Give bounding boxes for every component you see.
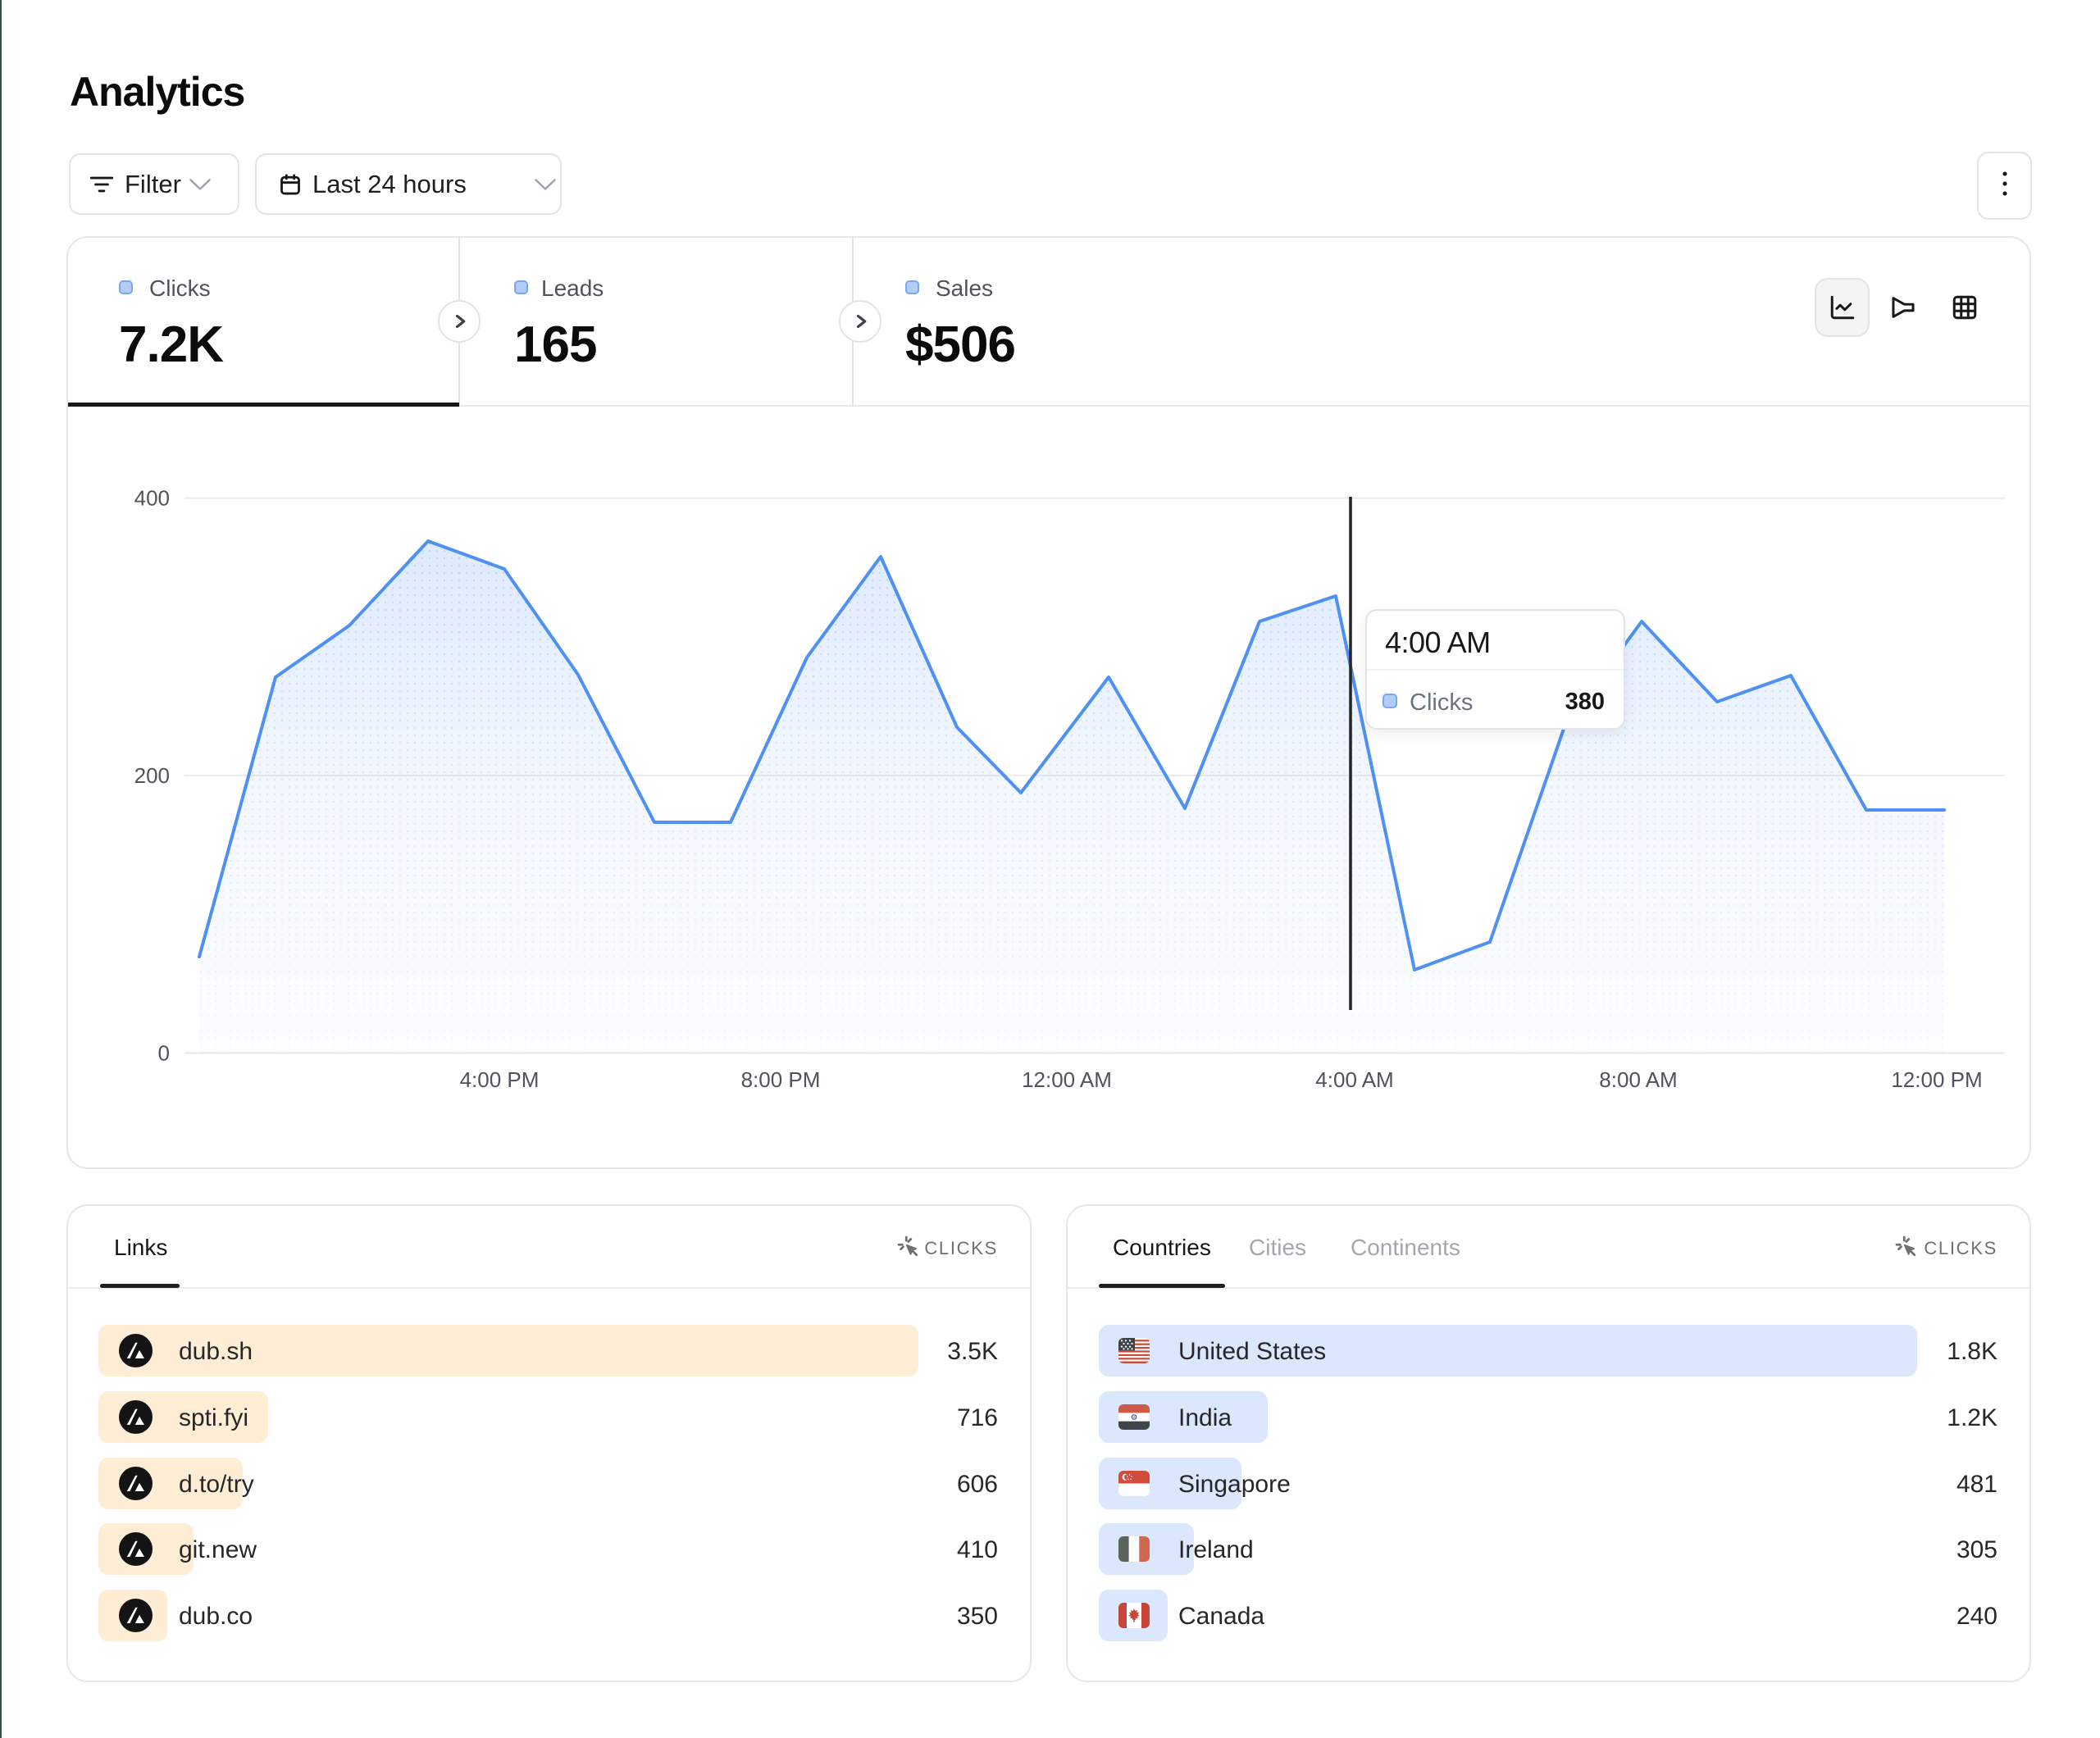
svg-text:8:00 PM: 8:00 PM [741,1067,821,1092]
svg-text:12:00 AM: 12:00 AM [1022,1067,1112,1092]
svg-text:200: 200 [134,763,170,788]
svg-text:12:00 PM: 12:00 PM [1891,1067,1982,1092]
svg-text:0: 0 [158,1040,170,1065]
svg-text:4:00 PM: 4:00 PM [460,1067,540,1092]
svg-text:8:00 AM: 8:00 AM [1599,1067,1677,1092]
svg-text:4:00 AM: 4:00 AM [1315,1067,1393,1092]
svg-text:400: 400 [134,486,170,511]
